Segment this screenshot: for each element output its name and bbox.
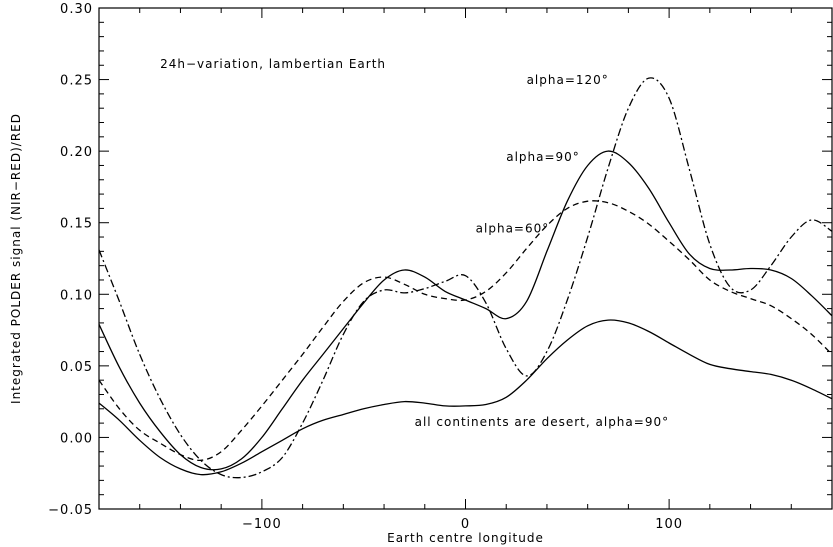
y-tick-label: 0.05 [60, 360, 93, 375]
labels-layer: 24h−variation, lambertian Earth alpha=120… [160, 57, 670, 429]
y-axis-title: Integrated POLDER signal (NIR−RED)/RED [9, 113, 23, 404]
y-tick-label: 0.30 [60, 2, 93, 17]
y-tick-label: 0.00 [60, 431, 93, 446]
annotation-label: alpha=60° [476, 222, 550, 236]
plot-frame [98, 7, 833, 510]
x-tick-label: 100 [655, 517, 683, 532]
x-tick-label: 0 [461, 517, 470, 532]
series-line-1 [98, 150, 833, 471]
y-tick-label: 0.15 [60, 217, 93, 232]
series-line-3 [98, 77, 833, 479]
y-tick-label: 0.25 [60, 74, 93, 89]
annotation-label: 24h−variation, lambertian Earth [160, 57, 386, 71]
annotation-label: all continents are desert, alpha=90° [415, 415, 670, 429]
annotation-label: alpha=120° [527, 73, 609, 87]
series-line-2 [98, 319, 833, 476]
y-tick-label: −0.05 [48, 503, 93, 518]
curves-layer [98, 77, 833, 479]
annotation-label: alpha=90° [506, 150, 580, 164]
x-axis-title: Earth centre longitude [387, 531, 544, 545]
y-tick-label: 0.20 [60, 145, 93, 160]
ticks-layer: −0.05 0.00 0.05 0.10 0.15 0.20 0.25 0.30 −100 0 10… [48, 2, 833, 532]
y-tick-label: 0.10 [60, 288, 93, 303]
x-tick-label: −100 [242, 517, 282, 532]
